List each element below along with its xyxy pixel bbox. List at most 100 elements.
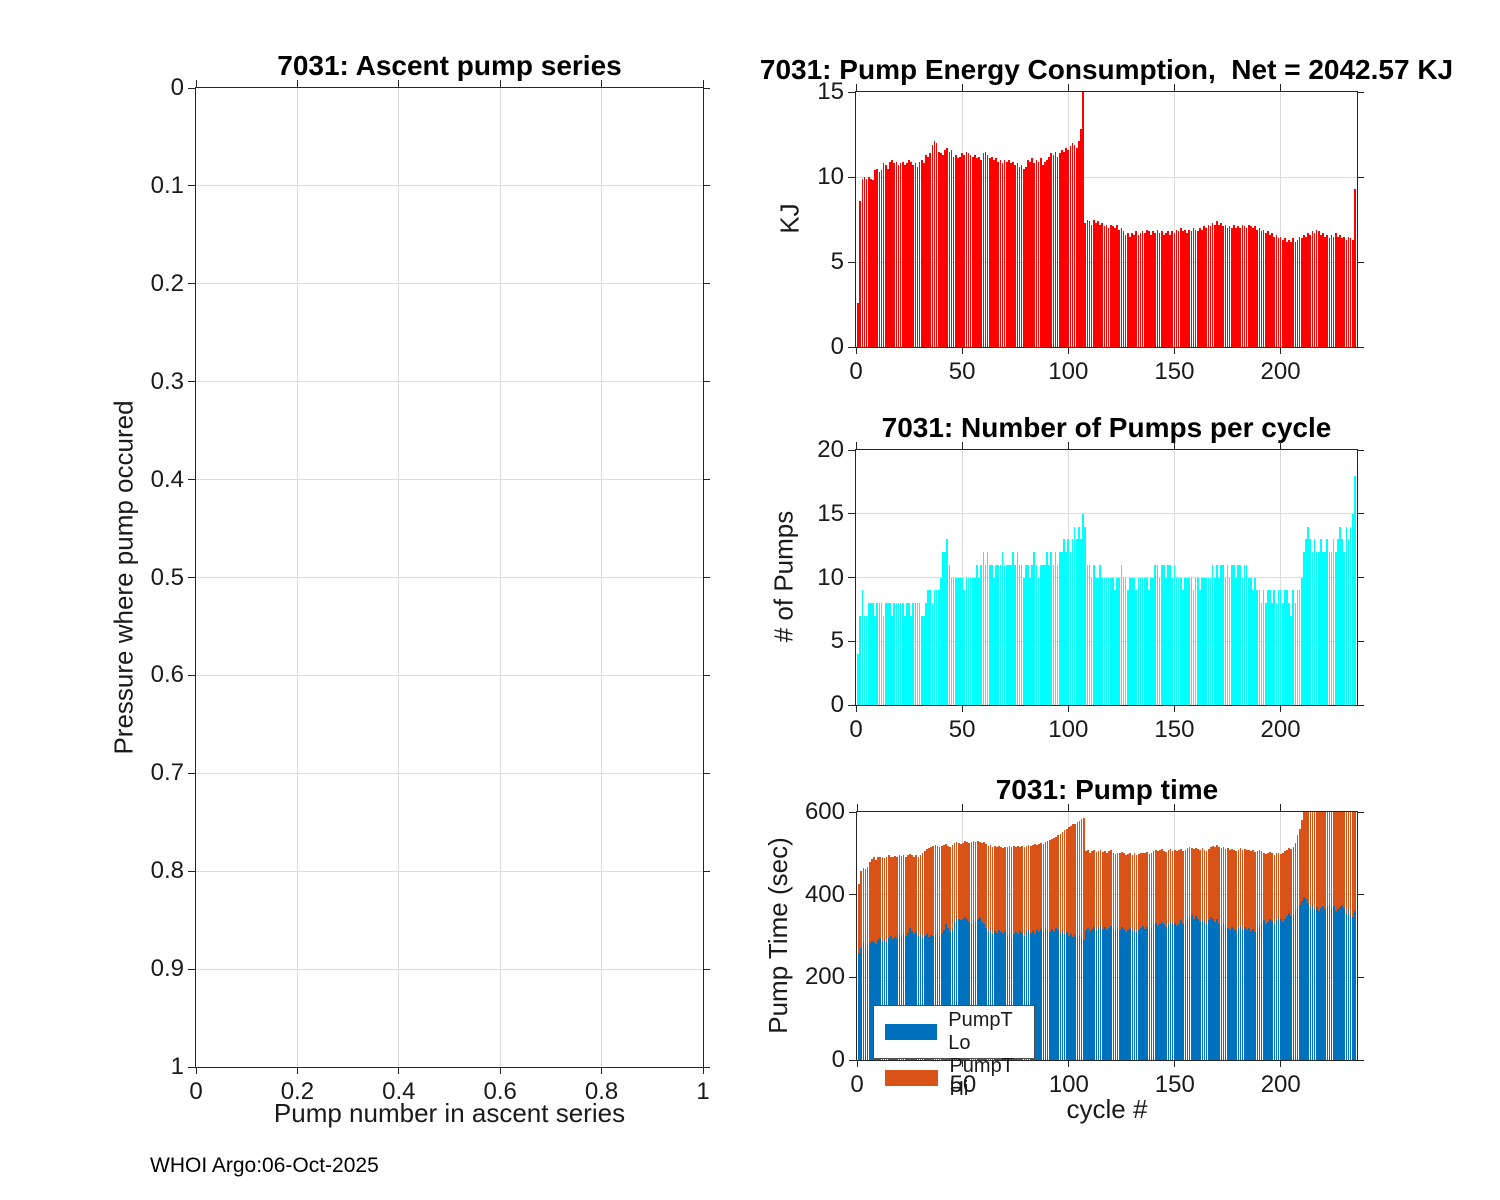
x-gridline (601, 88, 603, 1067)
bar-lo (1023, 936, 1026, 1060)
x-gridline (1280, 92, 1282, 347)
energy-bars (856, 92, 1357, 347)
bar-hi (968, 843, 971, 922)
bar (1233, 564, 1235, 705)
bar-hi (1152, 851, 1155, 925)
y-tick-mark-right (703, 772, 710, 774)
y-tick-mark-right (1357, 176, 1364, 178)
bar-hi (1239, 848, 1242, 926)
bar-lo (862, 942, 865, 1060)
bar (1292, 590, 1295, 705)
bar-lo (917, 936, 920, 1060)
bar (1201, 577, 1203, 705)
bar (1099, 224, 1101, 347)
bar-hi (879, 857, 882, 939)
bar (1235, 577, 1237, 705)
bar (1152, 577, 1155, 705)
bar-hi (1040, 843, 1043, 929)
bar (1260, 231, 1263, 347)
bar-lo (1112, 928, 1115, 1060)
bar (1328, 552, 1331, 705)
bar-hi (1313, 812, 1316, 910)
bar (1224, 224, 1227, 347)
bar-lo (1269, 918, 1271, 1060)
bar (1216, 564, 1218, 705)
bar (1245, 228, 1248, 347)
bar (1156, 229, 1159, 347)
bar (887, 168, 889, 347)
bar (1332, 236, 1335, 347)
bar (950, 577, 953, 705)
bar-hi (1012, 845, 1015, 934)
bar-lo (1313, 909, 1316, 1060)
bar (1226, 564, 1229, 705)
bar (1194, 229, 1197, 347)
bar-lo (1226, 927, 1229, 1060)
bar (925, 154, 927, 347)
y-tick-mark-right (703, 479, 710, 481)
bar (1001, 552, 1004, 705)
bar (944, 552, 946, 705)
y-tick-label: 0.9 (150, 955, 184, 983)
x-tick-mark (855, 347, 857, 354)
x-tick-label: 0 (850, 1071, 864, 1098)
bar-hi (1038, 843, 1041, 932)
x-tick-label: 100 (1048, 358, 1089, 385)
bar (1211, 564, 1214, 705)
y-tick-label: 600 (804, 798, 845, 825)
bar-hi (1082, 818, 1085, 941)
bar (910, 161, 912, 347)
bar-lo (932, 936, 935, 1060)
bar (1264, 603, 1267, 705)
y-tick-mark-right (703, 674, 710, 676)
bar (1041, 564, 1044, 705)
bar (1349, 526, 1352, 705)
bar (1071, 539, 1074, 705)
bar-lo (989, 928, 992, 1060)
bar (870, 178, 872, 347)
bar-hi (957, 843, 960, 920)
bar-lo (1034, 933, 1036, 1060)
bar-hi (1112, 853, 1115, 929)
bar-hi (1084, 851, 1087, 930)
y-tick-label: 0.5 (150, 563, 184, 591)
time-ylabel: Pump Time (sec) (762, 836, 793, 1034)
bar-lo (1222, 922, 1225, 1060)
energy-plot-area: 0 50 100 150 200 0 5 10 15 (817, 78, 1364, 385)
bar (1160, 564, 1163, 705)
bar (1018, 564, 1021, 705)
bar (1012, 552, 1014, 705)
bar-hi (1140, 853, 1142, 928)
bar (1303, 234, 1305, 347)
bar-lo (1250, 931, 1252, 1060)
bar-lo (1182, 923, 1185, 1060)
bar (1114, 228, 1116, 347)
bar-lo (1324, 909, 1327, 1060)
bar-lo (1061, 931, 1064, 1060)
bar (965, 151, 968, 347)
y-tick-mark (847, 91, 855, 93)
bar (1090, 224, 1093, 347)
time-plot-area: PumpT Lo PumpT Hi 0 50 100 150 200 0 200 400 600 (805, 798, 1364, 1100)
bar (1354, 188, 1356, 347)
bar-hi (1250, 851, 1252, 932)
x-tick-mark-top (398, 79, 400, 87)
bar-hi (1248, 849, 1250, 928)
bar (1186, 233, 1188, 347)
bar (1286, 590, 1288, 705)
bar (859, 615, 862, 705)
bar-lo (1068, 936, 1070, 1060)
bar (1334, 233, 1337, 347)
bar (1264, 233, 1267, 347)
bar (988, 564, 991, 705)
bar-hi (962, 842, 964, 919)
bar-hi (1226, 848, 1229, 928)
bar-hi (1131, 854, 1134, 932)
bar-hi (1292, 847, 1295, 915)
bar-lo (1292, 914, 1295, 1060)
bar-hi (1032, 845, 1034, 932)
bar (1326, 234, 1329, 347)
bar (876, 603, 879, 705)
bar (1351, 513, 1354, 705)
